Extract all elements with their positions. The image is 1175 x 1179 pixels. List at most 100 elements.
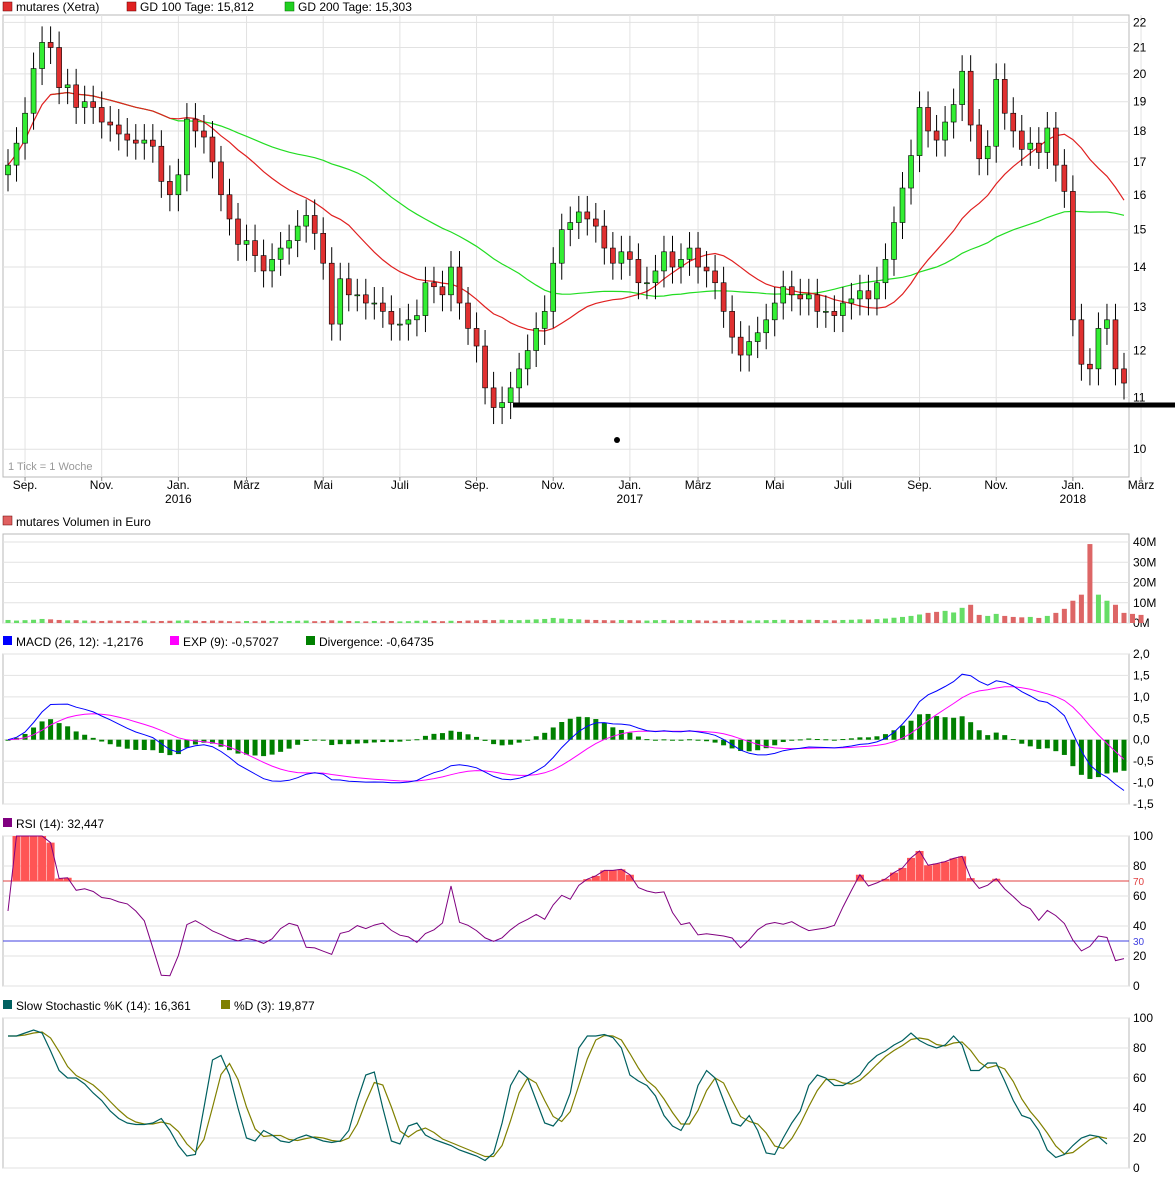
volume-bar bbox=[73, 620, 79, 623]
divergence-bar bbox=[218, 739, 224, 747]
divergence-bar bbox=[567, 718, 573, 740]
divergence-bar bbox=[371, 739, 377, 743]
x-month-label: März bbox=[1128, 478, 1155, 492]
volume-title: mutares Volumen in Euro bbox=[16, 515, 151, 529]
volume-bar bbox=[908, 615, 914, 623]
price-y-tick-label: 11 bbox=[1133, 391, 1146, 405]
volume-bar bbox=[968, 604, 974, 623]
legend-rsi: RSI (14): 32,447 bbox=[16, 817, 104, 831]
candle-body bbox=[678, 259, 684, 268]
divergence-bar bbox=[712, 739, 718, 743]
candle-body bbox=[277, 247, 284, 260]
divergence-bar bbox=[158, 739, 164, 753]
candles bbox=[5, 26, 1127, 425]
candle-body bbox=[30, 68, 37, 114]
x-month-label: Mai bbox=[314, 478, 333, 492]
divergence-bar bbox=[474, 736, 480, 740]
volume-bar bbox=[695, 620, 701, 623]
volume-bar bbox=[218, 620, 224, 623]
divergence-bar bbox=[729, 739, 735, 749]
volume-bar bbox=[405, 621, 411, 623]
volume-bar bbox=[65, 620, 71, 623]
candle-body bbox=[993, 79, 1000, 147]
divergence-bar bbox=[116, 739, 122, 747]
candle-body bbox=[448, 266, 454, 296]
divergence-bar bbox=[56, 723, 62, 740]
volume-bar bbox=[107, 620, 113, 623]
divergence-bar bbox=[823, 739, 829, 741]
divergence-bar bbox=[738, 739, 744, 752]
divergence-bar bbox=[1010, 739, 1016, 741]
volume-bar bbox=[976, 614, 982, 623]
volume-bar bbox=[704, 620, 710, 623]
candle-body bbox=[805, 294, 812, 300]
candle-body bbox=[942, 121, 948, 141]
candle-body bbox=[414, 315, 420, 321]
volume-bar bbox=[1087, 544, 1093, 623]
volume-bar bbox=[1019, 617, 1025, 623]
volume-bar bbox=[533, 619, 539, 623]
stoch-y-tick-label: 100 bbox=[1133, 1011, 1153, 1025]
candle-body bbox=[848, 298, 855, 304]
volume-bar bbox=[150, 621, 156, 623]
candle-body bbox=[490, 387, 497, 408]
candle-body bbox=[584, 211, 591, 220]
volume-bar bbox=[1104, 600, 1110, 623]
volume-bar bbox=[278, 621, 284, 623]
candle-body bbox=[431, 282, 437, 288]
divergence-bar bbox=[576, 716, 582, 740]
divergence-bar bbox=[797, 739, 803, 741]
candle-body bbox=[635, 259, 642, 284]
candle-body bbox=[397, 323, 403, 326]
volume-plot-frame bbox=[2, 533, 1130, 624]
candle-body bbox=[56, 47, 62, 88]
candle-body bbox=[797, 294, 804, 300]
volume-bar bbox=[576, 619, 582, 623]
legend-stoch-k: Slow Stochastic %K (14): 16,361 bbox=[16, 999, 191, 1013]
volume-bar bbox=[439, 621, 445, 623]
candle-body bbox=[499, 402, 505, 408]
candle-body bbox=[610, 247, 616, 264]
divergence-bar bbox=[1044, 739, 1050, 749]
volume-bar bbox=[721, 620, 727, 623]
divergence-bar bbox=[806, 738, 812, 740]
rsi-plot-frame bbox=[2, 835, 1130, 987]
candle-body bbox=[703, 266, 710, 272]
price-y-tick-label: 21 bbox=[1133, 41, 1147, 55]
candle-body bbox=[363, 294, 369, 304]
divergence-bar bbox=[48, 719, 54, 740]
candle-body bbox=[541, 311, 548, 329]
price-y-tick-label: 13 bbox=[1133, 300, 1147, 314]
volume-bar bbox=[354, 621, 360, 623]
stoch-d-line bbox=[8, 1031, 1108, 1158]
volume-bar bbox=[5, 619, 11, 623]
divergence-bar bbox=[192, 739, 198, 745]
volume-bar bbox=[141, 620, 147, 623]
macd-y-tick-label: -1,5 bbox=[1133, 797, 1154, 811]
divergence-bar bbox=[857, 737, 863, 740]
x-month-label: Nov. bbox=[541, 478, 565, 492]
volume-bar bbox=[985, 615, 991, 623]
rsi-y-tick-label: 80 bbox=[1133, 859, 1147, 873]
divergence-bar bbox=[150, 739, 156, 751]
divergence-bar bbox=[90, 737, 96, 740]
divergence-bar bbox=[959, 716, 965, 740]
divergence-bar bbox=[652, 739, 658, 741]
volume-bar bbox=[22, 620, 28, 623]
volume-bar bbox=[31, 619, 37, 623]
divergence-bar bbox=[508, 739, 514, 745]
legend-mutares: mutares (Xetra) bbox=[16, 0, 99, 14]
volume-bar bbox=[789, 619, 795, 623]
volume-bar bbox=[865, 619, 871, 623]
volume-bar bbox=[252, 621, 258, 623]
divergence-bar bbox=[635, 736, 641, 740]
rsi-y-tick-label: 40 bbox=[1133, 919, 1147, 933]
volume-bar bbox=[508, 619, 514, 623]
candle-body bbox=[1061, 164, 1068, 192]
divergence-bar bbox=[133, 739, 139, 750]
volume-bar bbox=[320, 620, 326, 623]
divergence-bar bbox=[644, 739, 650, 741]
price-y-tick-label: 14 bbox=[1133, 260, 1147, 274]
divergence-bar bbox=[678, 739, 684, 741]
divergence-bar bbox=[303, 739, 309, 741]
